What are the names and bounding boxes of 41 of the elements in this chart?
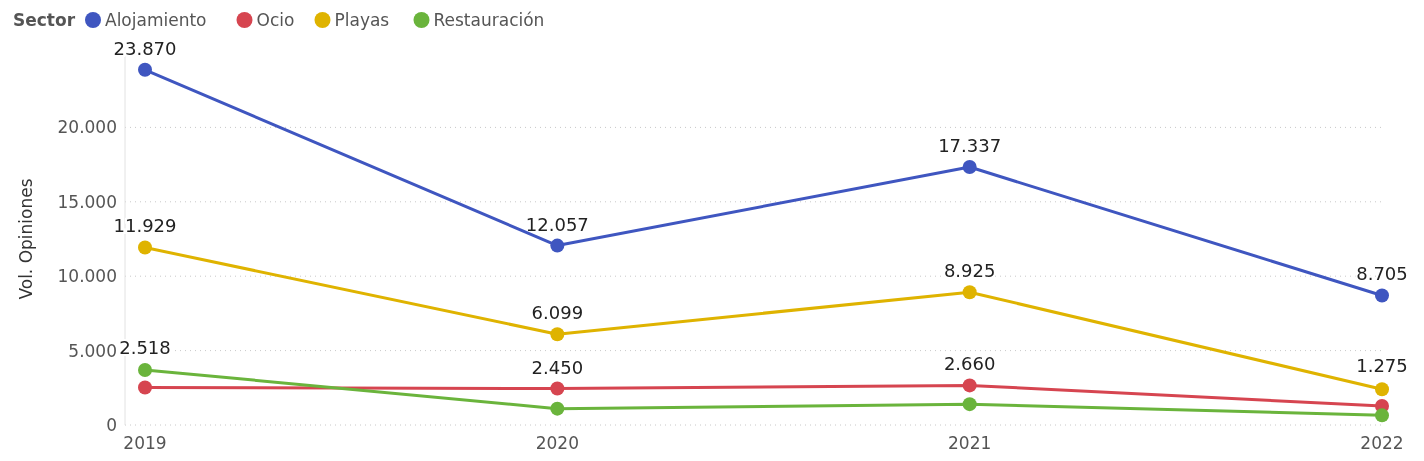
point — [550, 238, 565, 253]
data-label: 2.660 — [943, 353, 996, 375]
y-tick-label: 15.000 — [57, 191, 117, 212]
legend-label: Restauración — [433, 10, 545, 30]
legend-label: Playas — [334, 10, 390, 30]
x-tick-label: 2020 — [535, 433, 579, 453]
y-axis-title: Vol. Opiniones — [16, 178, 36, 300]
y-tick-label: 5.000 — [68, 340, 117, 361]
x-tick-label: 2022 — [1360, 433, 1404, 453]
y-tick-label: 20.000 — [57, 117, 117, 138]
data-label: 23.870 — [113, 37, 177, 59]
data-label: 12.057 — [525, 213, 589, 235]
data-label: 6.099 — [531, 302, 584, 324]
x-tick-label: 2019 — [123, 433, 167, 453]
data-label: 8.705 — [1356, 263, 1408, 285]
legend-title: Sector — [13, 10, 76, 30]
point — [1375, 408, 1389, 423]
point — [550, 327, 565, 342]
point — [962, 160, 977, 175]
point — [962, 378, 977, 393]
legend-label: Alojamiento — [105, 10, 207, 30]
point — [962, 285, 977, 300]
point — [138, 240, 152, 255]
legend-label: Ocio — [256, 10, 295, 30]
data-label: 17.337 — [938, 135, 1002, 157]
y-tick-label: 10.000 — [57, 266, 117, 287]
point — [550, 381, 565, 396]
x-tick-label: 2021 — [948, 433, 992, 453]
point — [1375, 382, 1389, 397]
point — [138, 62, 152, 77]
data-label: 8.925 — [943, 260, 996, 282]
point — [1375, 288, 1389, 303]
point — [138, 380, 152, 395]
y-tick-label: 0 — [106, 414, 117, 435]
data-label: 2.518 — [119, 336, 171, 358]
data-label: 11.929 — [113, 215, 177, 237]
data-label: 1.275 — [1356, 355, 1408, 377]
data-label: 2.450 — [531, 356, 584, 378]
point — [550, 401, 565, 416]
point — [962, 397, 977, 412]
point — [138, 362, 152, 377]
